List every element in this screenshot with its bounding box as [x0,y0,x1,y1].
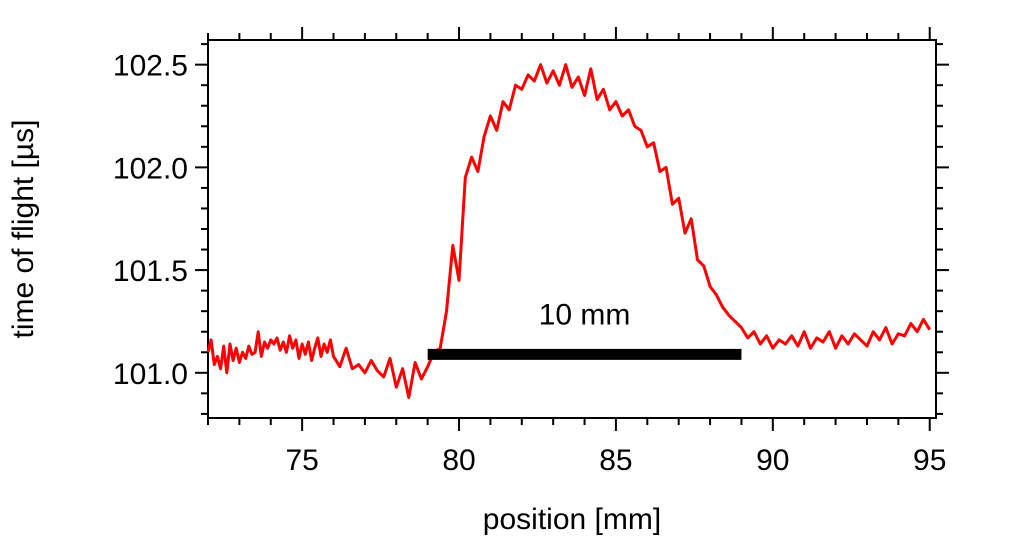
plot-frame [207,39,937,419]
y-tick-label: 102.5 [113,50,188,83]
y-tick-label: 101.5 [113,255,188,288]
x-tick-label: 80 [442,444,475,477]
x-axis-title: position [mm] [483,503,661,536]
y-axis-title: time of flight [µs] [7,119,40,338]
x-tick-label: 75 [285,444,318,477]
series-line [206,63,931,399]
x-tick-label: 85 [599,444,632,477]
y-ticks: 101.0 101.5 102.0 102.5 [113,43,949,415]
y-tick-label: 102.0 [113,152,188,185]
x-tick-label: 95 [913,444,946,477]
y-tick-label: 101.0 [113,358,188,391]
x-tick-label: 90 [756,444,789,477]
scale-bar-label: 10 mm [539,298,631,331]
x-ticks: 75 80 85 90 95 [207,27,946,477]
